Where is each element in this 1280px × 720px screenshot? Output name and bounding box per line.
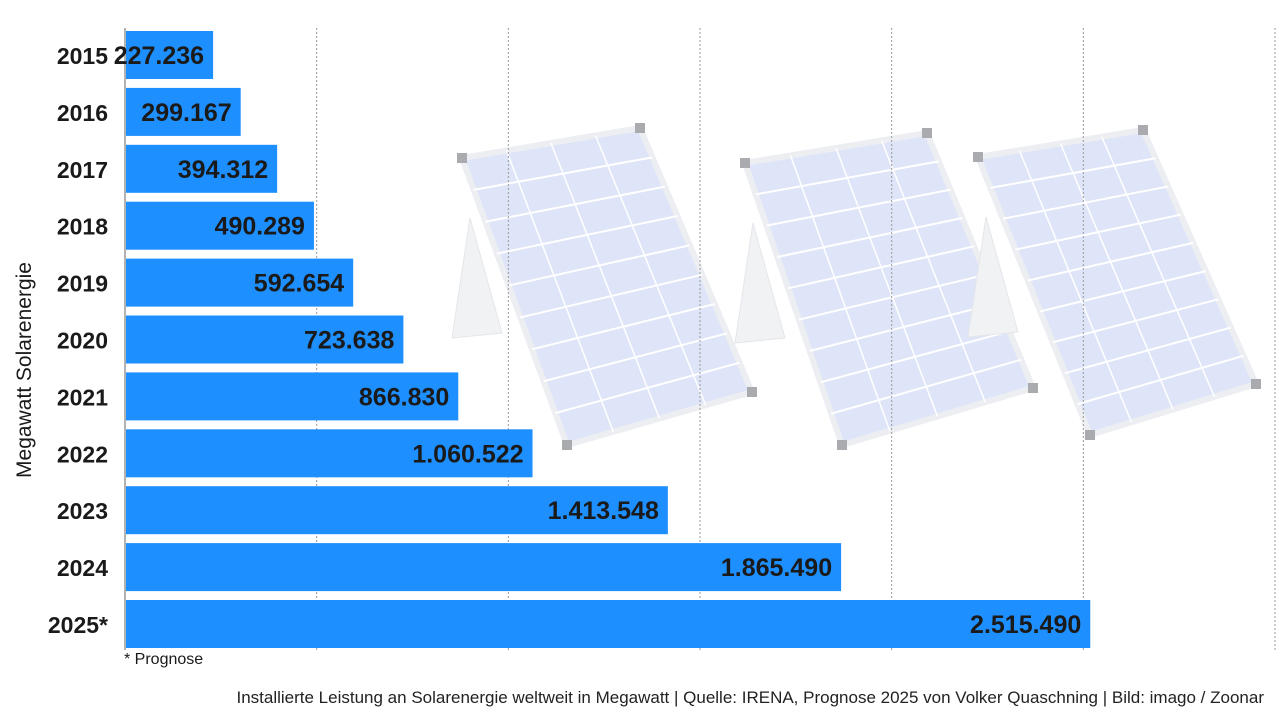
bar-2024 bbox=[126, 543, 842, 592]
category-label: 2023 bbox=[57, 498, 108, 524]
panel-cell-line bbox=[1027, 241, 1194, 282]
y-axis-label: Megawatt Solarenergie bbox=[13, 262, 36, 478]
category-label: 2019 bbox=[57, 271, 108, 297]
value-label: 1.060.522 bbox=[412, 440, 523, 468]
caption: Installierte Leistung an Solarenergie we… bbox=[236, 688, 1264, 707]
panel-cell-line bbox=[520, 273, 703, 319]
panel-cell-line bbox=[485, 185, 666, 223]
panel-cell-line bbox=[755, 160, 939, 196]
value-label: 866.830 bbox=[359, 383, 449, 411]
panel-cell-line bbox=[1018, 149, 1133, 423]
panel-cell-line bbox=[1039, 270, 1207, 313]
panel-corner bbox=[837, 440, 847, 450]
solar-panels-image bbox=[451, 123, 1261, 450]
panel-cell-line bbox=[835, 147, 939, 417]
panel-cell-line bbox=[1052, 298, 1219, 344]
value-label: 227.236 bbox=[114, 42, 204, 70]
bar-2020 bbox=[126, 315, 404, 364]
category-label: 2025* bbox=[48, 612, 108, 638]
panel-corner bbox=[635, 123, 645, 133]
panel-cell-line bbox=[543, 332, 728, 383]
panel-cell-line bbox=[1059, 143, 1174, 410]
category-label: 2016 bbox=[57, 100, 108, 126]
value-label: 1.865.490 bbox=[721, 554, 832, 582]
panel-cell-line bbox=[880, 140, 986, 403]
panel-cell-line bbox=[830, 358, 1022, 415]
bar-2025* bbox=[126, 600, 1091, 648]
category-label: 2022 bbox=[57, 441, 108, 467]
bar-2021 bbox=[126, 372, 459, 421]
category-label: 2021 bbox=[57, 384, 108, 410]
panel-cell-line bbox=[531, 303, 715, 351]
panel-cell-line bbox=[766, 188, 951, 227]
panel-cell-line bbox=[1101, 136, 1216, 398]
panel-cell-line bbox=[473, 156, 653, 191]
panel-cell-line bbox=[990, 157, 1156, 189]
panel-cell-line bbox=[550, 142, 661, 419]
bar-2022 bbox=[126, 429, 533, 478]
value-label: 299.167 bbox=[141, 99, 231, 127]
value-label: 592.654 bbox=[254, 270, 344, 298]
panel-corner bbox=[922, 128, 932, 138]
panel-cell-line bbox=[496, 215, 678, 255]
panel-cell-line bbox=[1015, 213, 1181, 251]
panel-cell-line bbox=[789, 155, 891, 432]
bar-2015 bbox=[126, 31, 214, 79]
panel-corner bbox=[457, 153, 467, 163]
category-label: 2018 bbox=[57, 214, 108, 240]
panel-stand bbox=[451, 217, 503, 339]
panel-corner bbox=[562, 440, 572, 450]
panel-cell-line bbox=[594, 135, 707, 406]
bar-2016 bbox=[126, 87, 241, 136]
bar-2019 bbox=[126, 258, 354, 307]
category-label: 2020 bbox=[57, 328, 108, 354]
panel-corner bbox=[973, 152, 983, 162]
panel-corner bbox=[1138, 125, 1148, 135]
bar-2017 bbox=[126, 144, 278, 193]
category-label: 2024 bbox=[57, 555, 108, 581]
panel-corner bbox=[740, 158, 750, 168]
panel-stand bbox=[967, 216, 1019, 338]
value-label: 394.312 bbox=[178, 156, 268, 184]
category-label: 2015 bbox=[57, 43, 108, 69]
bar-2023 bbox=[126, 486, 668, 535]
footnote: * Prognose bbox=[124, 651, 204, 668]
panel-cell-line bbox=[1077, 354, 1244, 406]
panel-cell-line bbox=[1064, 326, 1232, 375]
value-label: 2.515.490 bbox=[970, 611, 1081, 639]
panel-cell-line bbox=[798, 273, 987, 321]
panel-cell-line bbox=[555, 361, 740, 415]
bar-2018 bbox=[126, 201, 314, 250]
panel-corner bbox=[747, 387, 757, 397]
value-label: 490.289 bbox=[215, 213, 305, 241]
panel-stand bbox=[734, 222, 786, 344]
panel-corner bbox=[1085, 430, 1095, 440]
category-label: 2017 bbox=[57, 157, 108, 183]
panel-cell-line bbox=[1002, 185, 1169, 220]
panel-corner bbox=[1028, 383, 1038, 393]
panel-cell-line bbox=[809, 302, 998, 352]
value-label: 723.638 bbox=[304, 327, 394, 355]
panel-corner bbox=[1251, 379, 1261, 389]
panel-cell-line bbox=[820, 330, 1010, 384]
panel-cell-line bbox=[787, 245, 975, 290]
panel-cell-line bbox=[777, 217, 963, 258]
value-label: 1.413.548 bbox=[548, 497, 659, 525]
panel-cell-line bbox=[505, 150, 614, 433]
panel-cell-line bbox=[508, 244, 690, 287]
